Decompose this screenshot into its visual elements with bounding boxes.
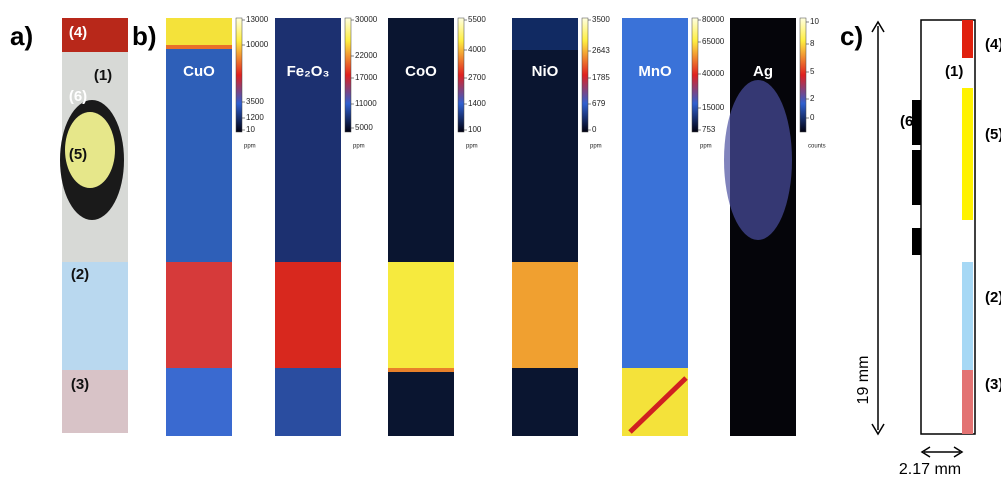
map-region <box>166 262 232 368</box>
colorbar-label: 100 <box>468 125 482 134</box>
region-label: (3) <box>71 376 89 393</box>
height-label: 19 mm <box>855 356 872 405</box>
region-label: (3) <box>985 376 1001 393</box>
colorbar-label: 15000 <box>702 103 725 112</box>
photo <box>60 18 128 433</box>
map-region <box>166 368 232 436</box>
colorbar-label: 10 <box>246 125 255 134</box>
unit-label: ppm <box>466 144 478 150</box>
map-name: Ag <box>753 63 773 80</box>
map-region <box>275 368 341 436</box>
colorbar-label: 3500 <box>592 15 610 24</box>
region-label: (1) <box>945 63 963 80</box>
region-label: (4) <box>985 36 1001 53</box>
colorbar-label: 80000 <box>702 15 725 24</box>
region-label: (5) <box>985 126 1001 143</box>
colorbar-label: 753 <box>702 125 716 134</box>
map-name: Fe₂O₃ <box>287 63 330 80</box>
colorbar-label: 13000 <box>246 15 269 24</box>
colorbar-label: 1200 <box>246 113 264 122</box>
region-label: (1) <box>94 67 112 84</box>
map-region <box>622 18 688 368</box>
colorbar <box>581 17 589 133</box>
colorbar-label: 5500 <box>468 15 486 24</box>
unit-label: counts <box>808 144 826 150</box>
panel-label: a) <box>10 21 33 51</box>
colorbar-label: 5 <box>810 67 815 76</box>
colorbar <box>691 17 699 133</box>
panel-label: b) <box>132 21 157 51</box>
colorbar-label: 8 <box>810 39 815 48</box>
map-region <box>512 18 578 50</box>
region-label: (2) <box>985 289 1001 306</box>
colorbar-label: 30000 <box>355 15 378 24</box>
map-region <box>388 262 454 368</box>
region-label: (2) <box>71 266 89 283</box>
map-region <box>166 49 232 262</box>
colorbar <box>344 17 352 133</box>
map-name: CoO <box>405 63 437 80</box>
unit-label: ppm <box>244 144 256 150</box>
map-name: NiO <box>532 63 559 80</box>
colorbar-label: 1400 <box>468 99 486 108</box>
colorbar-label: 4000 <box>468 45 486 54</box>
map-feature <box>628 376 688 434</box>
map-region <box>388 18 454 262</box>
unit-label: ppm <box>590 144 602 150</box>
colorbar-label: 2700 <box>468 73 486 82</box>
colorbar-label: 11000 <box>355 99 377 108</box>
map-region <box>512 262 578 368</box>
colorbar-label: 5000 <box>355 123 373 132</box>
region-label: (6) <box>69 88 87 105</box>
region-label: (5) <box>69 146 87 163</box>
map-region <box>166 45 232 49</box>
map-region <box>166 18 232 45</box>
map-region <box>388 372 454 436</box>
region-label: (4) <box>69 24 87 41</box>
map-name: CuO <box>183 63 215 80</box>
colorbar-label: 3500 <box>246 97 264 106</box>
unit-label: ppm <box>353 144 365 150</box>
region-label: (6) <box>900 113 918 130</box>
map-feature <box>724 80 792 240</box>
width-label: 2.17 mm <box>899 461 961 478</box>
colorbar-label: 2 <box>810 94 815 103</box>
map-region <box>512 368 578 436</box>
map-region <box>388 368 454 372</box>
colorbar-label: 1785 <box>592 73 610 82</box>
colorbar <box>235 17 243 133</box>
map-region <box>275 262 341 368</box>
colorbar <box>457 17 465 133</box>
colorbar-label: 10 <box>810 17 819 26</box>
colorbar-label: 22000 <box>355 51 378 60</box>
schematic <box>871 19 976 458</box>
unit-label: ppm <box>700 144 712 150</box>
map-region <box>622 368 688 436</box>
colorbar-label: 65000 <box>702 37 725 46</box>
panel-label: c) <box>840 21 863 51</box>
colorbar-label: 17000 <box>355 73 378 82</box>
colorbar-label: 679 <box>592 99 606 108</box>
map-region <box>512 50 578 262</box>
colorbar-label: 0 <box>810 113 815 122</box>
colorbar-label: 0 <box>592 125 597 134</box>
colorbar-label: 10000 <box>246 40 269 49</box>
colorbar-label: 40000 <box>702 69 725 78</box>
map-name: MnO <box>638 63 672 80</box>
colorbar <box>799 17 807 133</box>
map-region <box>275 18 341 262</box>
colorbar-label: 2643 <box>592 46 610 55</box>
